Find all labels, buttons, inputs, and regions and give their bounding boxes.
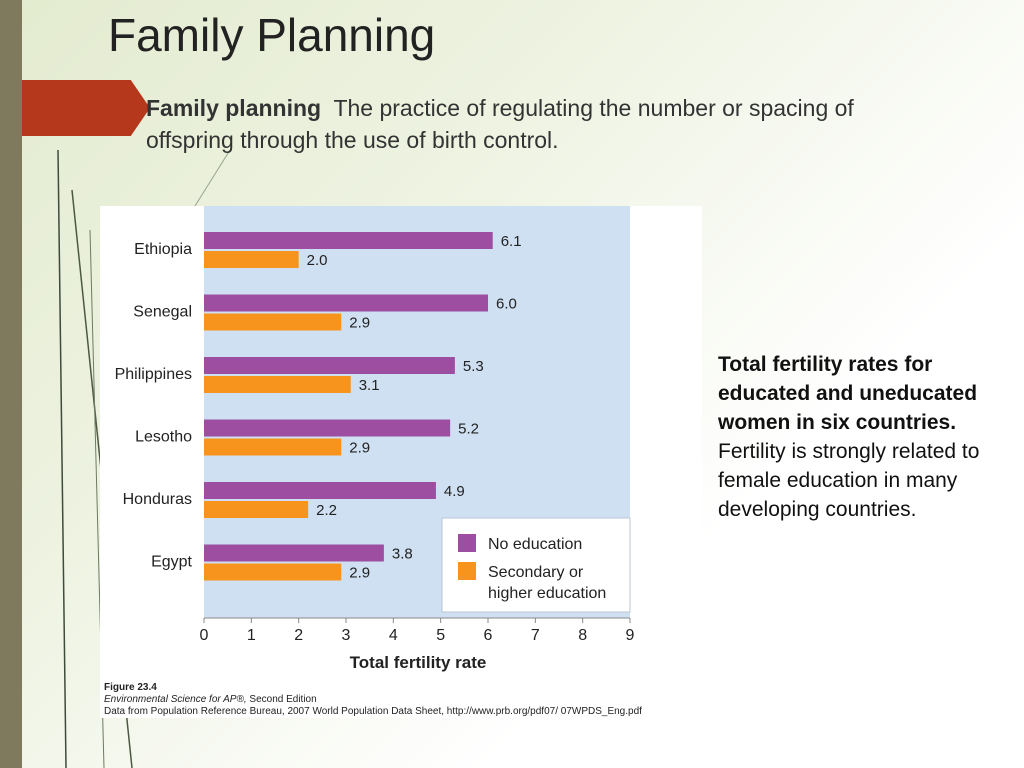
x-tick-label: 4 <box>389 627 398 644</box>
x-tick-label: 6 <box>484 627 493 644</box>
x-tick-label: 7 <box>531 627 540 644</box>
bar-value-label: 3.1 <box>359 377 380 394</box>
book-title: Environmental Science for AP®, <box>104 694 247 705</box>
category-label: Senegal <box>133 304 192 321</box>
legend-label: No education <box>488 536 582 553</box>
bar-value-label: 2.9 <box>349 565 370 582</box>
category-label: Lesotho <box>135 429 192 446</box>
category-label: Honduras <box>123 491 192 508</box>
legend-swatch-secondary <box>458 562 476 580</box>
deco-line <box>57 149 67 768</box>
book-edition: Second Edition <box>249 694 317 705</box>
x-tick-label: 0 <box>200 627 209 644</box>
x-tick-label: 1 <box>247 627 256 644</box>
bar-value-label: 3.8 <box>392 546 413 563</box>
definition-text: Family planning The practice of regulati… <box>146 92 906 156</box>
x-tick-label: 5 <box>436 627 445 644</box>
bar-value-label: 5.3 <box>463 358 484 375</box>
left-accent-bar <box>0 0 22 768</box>
bar-no-education <box>204 294 488 312</box>
x-axis-title: Total fertility rate <box>350 653 487 672</box>
bar-no-education <box>204 482 436 499</box>
figure-panel: 0 1 2 3 4 5 6 7 8 9 Total fertility rate Ethiopia 6.… <box>100 206 702 718</box>
category-label: Egypt <box>151 554 192 571</box>
bar-value-label: 6.1 <box>501 233 522 250</box>
bar-value-label: 4.9 <box>444 483 465 500</box>
data-source: Data from Population Reference Bureau, 2… <box>104 706 642 717</box>
bar-secondary-education <box>204 376 351 393</box>
bar-no-education <box>204 419 451 437</box>
bar-value-label: 6.0 <box>496 296 517 313</box>
figure-number: Figure 23.4 <box>104 682 157 693</box>
slide-title: Family Planning <box>108 9 436 61</box>
legend-swatch-no-education <box>458 534 476 552</box>
x-tick-label: 2 <box>294 627 303 644</box>
bar-value-label: 2.2 <box>316 502 337 519</box>
bar-secondary-education <box>204 313 342 331</box>
category-label: Philippines <box>115 366 192 383</box>
fertility-bar-chart: 0 1 2 3 4 5 6 7 8 9 Total fertility rate Ethiopia 6.… <box>115 206 635 672</box>
figure-caption: Figure 23.4 Environmental Science for AP… <box>104 682 700 718</box>
bar-secondary-education <box>204 251 299 268</box>
side-note: Total fertility rates for educated and u… <box>718 350 1008 524</box>
side-note-body: Fertility is strongly related to female … <box>718 440 980 521</box>
category-label: Ethiopia <box>134 241 192 258</box>
bar-no-education <box>204 232 493 249</box>
bar-value-label: 2.0 <box>307 252 328 269</box>
bar-no-education <box>204 544 384 562</box>
bar-value-label: 2.9 <box>349 440 370 457</box>
bar-secondary-education <box>204 501 309 518</box>
bar-value-label: 5.2 <box>458 421 479 438</box>
arrow-accent-shape <box>22 80 150 136</box>
side-note-lead: Total fertility rates for educated and u… <box>718 353 978 434</box>
definition-term: Family planning <box>146 95 322 121</box>
x-tick-label: 8 <box>578 627 587 644</box>
legend-label: Secondary or <box>488 564 584 581</box>
bar-value-label: 2.9 <box>349 315 370 332</box>
x-tick-label: 3 <box>342 627 351 644</box>
x-tick-label: 9 <box>626 627 635 644</box>
bar-no-education <box>204 357 455 374</box>
bar-secondary-education <box>204 438 342 456</box>
definition-body: The practice of regulating the number or… <box>146 95 854 153</box>
bar-secondary-education <box>204 563 342 581</box>
legend-label: higher education <box>488 585 606 602</box>
